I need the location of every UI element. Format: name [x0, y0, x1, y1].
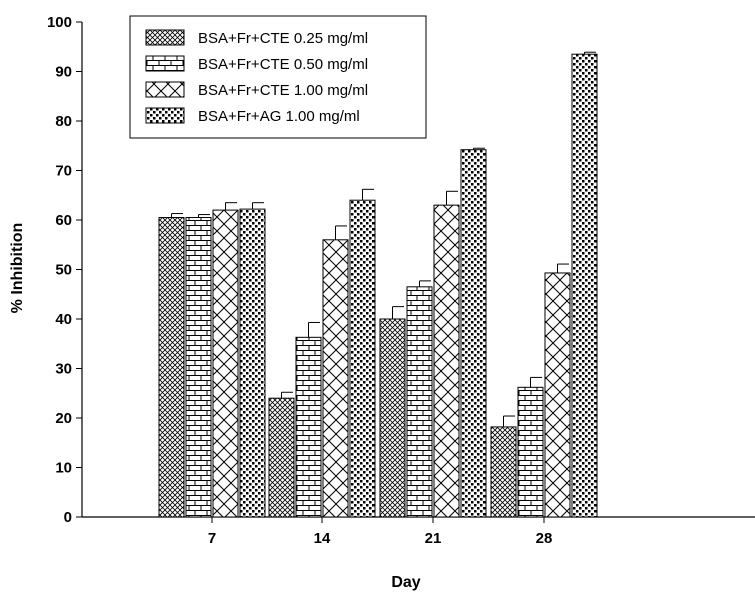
bar-day28-series2 [517, 386, 544, 518]
y-axis-title: % Inhibition [9, 223, 26, 314]
legend-swatch-1 [145, 29, 185, 46]
y-tick-label-100: 100 [47, 14, 72, 31]
x-tick-label-28: 28 [536, 530, 553, 547]
bar-day21-series2 [406, 286, 433, 518]
legend-swatch-2 [145, 55, 185, 72]
bar-day21-series4 [460, 149, 487, 518]
bar-day7-series2 [185, 217, 212, 518]
bar-day7-series3 [212, 209, 239, 518]
legend-label-3: BSA+Fr+CTE 1.00 mg/ml [198, 82, 368, 99]
legend-swatch-4 [145, 107, 185, 124]
x-tick-label-14: 14 [314, 530, 331, 547]
bar-day14-series4 [349, 199, 376, 518]
y-tick-label-20: 20 [55, 410, 72, 427]
bar-day21-series1 [379, 318, 406, 518]
y-tick-label-40: 40 [55, 311, 72, 328]
legend-label-2: BSA+Fr+CTE 0.50 mg/ml [198, 56, 368, 73]
legend: BSA+Fr+CTE 0.25 mg/ml BSA+Fr+CTE 0.50 mg/… [129, 15, 427, 139]
y-tick-label-30: 30 [55, 361, 72, 378]
bar-day28-series3 [544, 272, 571, 518]
bar-day14-series3 [322, 239, 349, 518]
legend-swatch-3 [145, 81, 185, 98]
y-tick-label-50: 50 [55, 262, 72, 279]
y-tick-label-60: 60 [55, 212, 72, 229]
y-tick-label-80: 80 [55, 113, 72, 130]
bar-day21-series3 [433, 204, 460, 518]
legend-label-1: BSA+Fr+CTE 0.25 mg/ml [198, 30, 368, 47]
x-tick-label-7: 7 [208, 530, 216, 547]
bar-day14-series2 [295, 336, 322, 518]
bar-day28-series4 [571, 53, 598, 518]
bar-day7-series1 [158, 217, 185, 518]
y-tick-label-0: 0 [64, 509, 72, 526]
y-tick-label-90: 90 [55, 64, 72, 81]
legend-label-4: BSA+Fr+AG 1.00 mg/ml [198, 108, 360, 125]
x-tick-label-21: 21 [425, 530, 442, 547]
x-axis-title: Day [391, 574, 420, 591]
bar-day28-series1 [490, 426, 517, 518]
bars [158, 51, 598, 518]
bar-day14-series1 [268, 397, 295, 518]
y-tick-label-70: 70 [55, 163, 72, 180]
axes: 0 10 20 30 40 50 60 70 80 90 100 7 14 21 28 [47, 14, 755, 547]
bar-day7-series4 [239, 208, 266, 518]
y-tick-label-10: 10 [55, 460, 72, 477]
